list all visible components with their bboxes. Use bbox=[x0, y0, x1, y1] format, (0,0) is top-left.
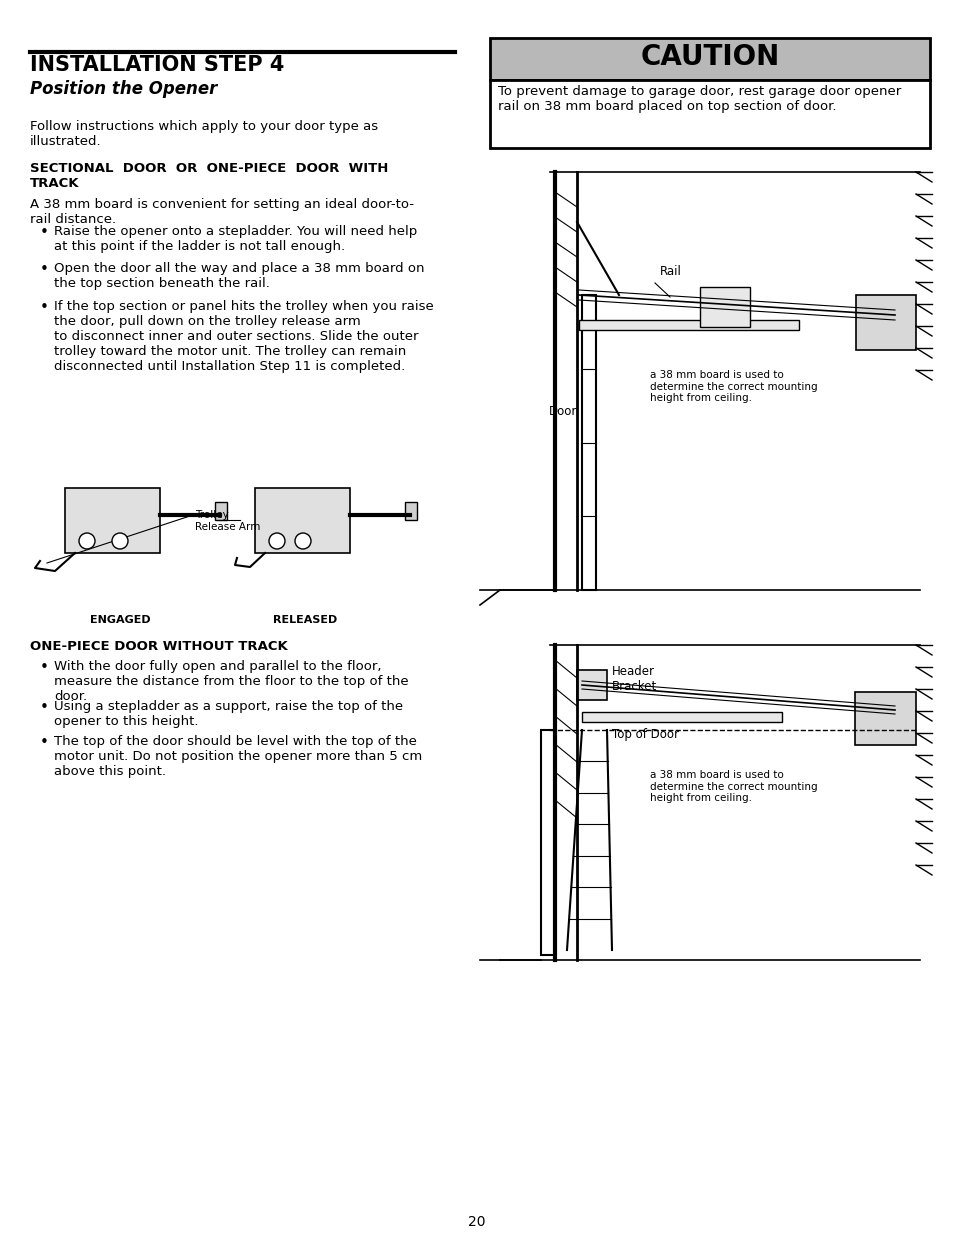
Text: •: • bbox=[40, 262, 49, 277]
Text: a 38 mm board is used to
determine the correct mounting
height from ceiling.: a 38 mm board is used to determine the c… bbox=[649, 370, 817, 403]
Text: •: • bbox=[40, 735, 49, 750]
Text: •: • bbox=[40, 659, 49, 676]
Bar bbox=[490, 80, 929, 148]
Text: Open the door all the way and place a 38 mm board on
the top section beneath the: Open the door all the way and place a 38… bbox=[54, 262, 424, 290]
Bar bbox=[540, 730, 555, 955]
Bar bbox=[581, 713, 781, 722]
Text: If the top section or panel hits the trolley when you raise
the door, pull down : If the top section or panel hits the tro… bbox=[54, 300, 434, 373]
Text: SECTIONAL  DOOR  OR  ONE-PIECE  DOOR  WITH
TRACK: SECTIONAL DOOR OR ONE-PIECE DOOR WITH TR… bbox=[30, 162, 388, 190]
Bar bbox=[214, 501, 227, 520]
Text: Rail: Rail bbox=[659, 266, 681, 278]
Bar bbox=[254, 488, 350, 553]
Text: Raise the opener onto a stepladder. You will need help
at this point if the ladd: Raise the opener onto a stepladder. You … bbox=[54, 225, 416, 253]
Text: RELEASED: RELEASED bbox=[273, 615, 336, 625]
Text: Position the Opener: Position the Opener bbox=[30, 80, 217, 98]
Text: •: • bbox=[40, 300, 49, 315]
Circle shape bbox=[269, 534, 285, 550]
Text: •: • bbox=[40, 700, 49, 715]
Circle shape bbox=[112, 534, 128, 550]
Circle shape bbox=[294, 534, 311, 550]
Text: •: • bbox=[40, 225, 49, 240]
Circle shape bbox=[79, 534, 95, 550]
Bar bbox=[405, 501, 416, 520]
Text: INSTALLATION STEP 4: INSTALLATION STEP 4 bbox=[30, 56, 284, 75]
Text: The top of the door should be level with the top of the
motor unit. Do not posit: The top of the door should be level with… bbox=[54, 735, 422, 778]
Text: Door: Door bbox=[548, 405, 577, 417]
Bar bbox=[577, 671, 606, 700]
Text: Header
Bracket: Header Bracket bbox=[612, 664, 657, 693]
Bar bbox=[65, 488, 160, 553]
Bar bbox=[490, 38, 929, 80]
Bar bbox=[581, 295, 596, 590]
Text: 20: 20 bbox=[468, 1215, 485, 1229]
Text: ENGAGED: ENGAGED bbox=[90, 615, 151, 625]
Text: Using a stepladder as a support, raise the top of the
opener to this height.: Using a stepladder as a support, raise t… bbox=[54, 700, 403, 727]
Text: With the door fully open and parallel to the floor,
measure the distance from th: With the door fully open and parallel to… bbox=[54, 659, 408, 703]
Text: A 38 mm board is convenient for setting an ideal door-to-
rail distance.: A 38 mm board is convenient for setting … bbox=[30, 198, 414, 226]
Bar bbox=[578, 320, 799, 330]
Text: To prevent damage to garage door, rest garage door opener
rail on 38 mm board pl: To prevent damage to garage door, rest g… bbox=[497, 85, 901, 112]
Bar bbox=[854, 692, 915, 745]
Text: Trolley
Release Arm: Trolley Release Arm bbox=[194, 510, 260, 531]
Bar bbox=[855, 295, 915, 350]
Text: CAUTION: CAUTION bbox=[639, 43, 779, 70]
Text: Follow instructions which apply to your door type as
illustrated.: Follow instructions which apply to your … bbox=[30, 120, 377, 148]
Text: ONE-PIECE DOOR WITHOUT TRACK: ONE-PIECE DOOR WITHOUT TRACK bbox=[30, 640, 288, 653]
Text: Top of Door: Top of Door bbox=[612, 727, 679, 741]
Bar bbox=[700, 287, 749, 327]
Text: a 38 mm board is used to
determine the correct mounting
height from ceiling.: a 38 mm board is used to determine the c… bbox=[649, 769, 817, 803]
